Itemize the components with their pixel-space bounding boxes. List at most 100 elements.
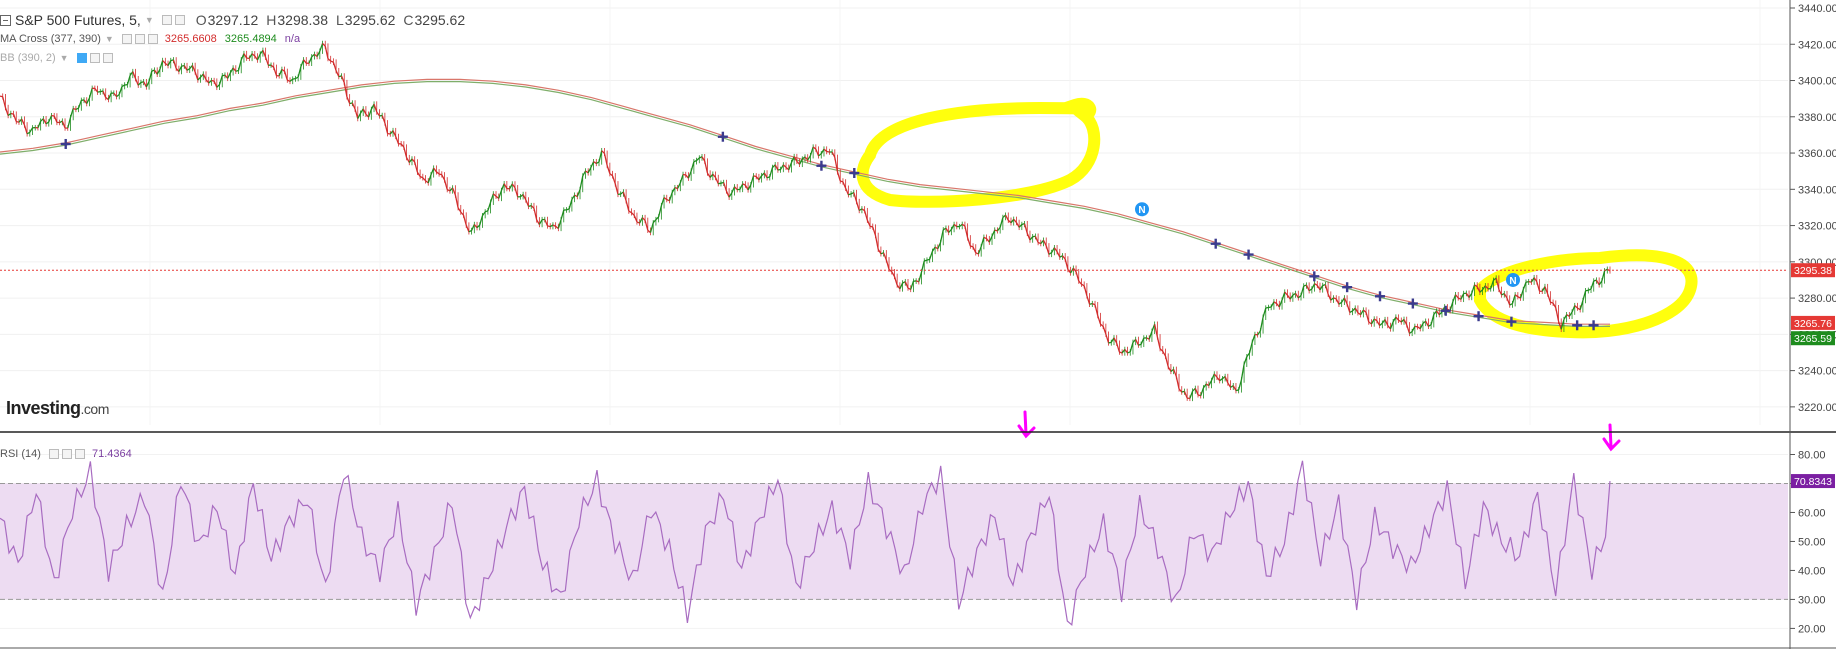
price-segment bbox=[1319, 285, 1324, 291]
price-segment bbox=[181, 64, 185, 67]
price-segment bbox=[1048, 251, 1053, 255]
chevron-down-icon[interactable]: ▼ bbox=[104, 34, 114, 44]
price-segment bbox=[918, 271, 923, 282]
price-segment bbox=[991, 229, 996, 237]
highlight-ellipse bbox=[856, 97, 1101, 208]
price-segment bbox=[948, 229, 952, 233]
price-segment bbox=[162, 60, 166, 64]
price-segment bbox=[1590, 280, 1595, 290]
price-segment bbox=[1281, 291, 1286, 301]
price-segment bbox=[107, 92, 112, 100]
price-segment bbox=[72, 107, 77, 111]
chevron-down-icon[interactable]: ▼ bbox=[144, 15, 154, 25]
price-segment bbox=[1547, 293, 1551, 303]
settings-icon[interactable] bbox=[61, 449, 72, 459]
annotation-arrows bbox=[1017, 410, 1621, 452]
bb-label[interactable]: BB (390, 2) bbox=[0, 52, 56, 64]
settings-icon[interactable] bbox=[174, 15, 185, 25]
price-segment bbox=[525, 199, 530, 207]
price-segment bbox=[942, 227, 947, 231]
price-segment bbox=[1042, 239, 1047, 247]
bb-header: BB (390, 2) ▼ bbox=[0, 50, 116, 66]
price-segment bbox=[763, 172, 768, 179]
price-segment bbox=[668, 192, 673, 201]
visibility-icon[interactable] bbox=[76, 53, 87, 63]
current-price-tag: 3295.38 bbox=[1794, 265, 1832, 277]
ma-fast-tag-bg bbox=[1791, 315, 1835, 330]
price-segment bbox=[1544, 286, 1549, 295]
rsi-label[interactable]: RSI (14) bbox=[0, 448, 41, 460]
price-segment bbox=[1438, 311, 1443, 316]
ma-slow-tag: 3265.59 bbox=[1794, 333, 1832, 345]
price-axis[interactable]: 3220.003240.003260.003280.003300.003320.… bbox=[1790, 3, 1836, 414]
price-segment bbox=[961, 223, 966, 227]
price-segment bbox=[1468, 292, 1473, 298]
visibility-icon[interactable] bbox=[48, 449, 59, 459]
price-series bbox=[0, 40, 1611, 402]
price-segment bbox=[1227, 382, 1232, 388]
price-segment bbox=[1297, 294, 1302, 299]
price-segment bbox=[186, 68, 191, 71]
price-segment bbox=[427, 174, 432, 184]
price-segment bbox=[1029, 236, 1034, 241]
cross-marker bbox=[1342, 282, 1353, 293]
price-segment bbox=[1541, 286, 1546, 292]
close-icon[interactable] bbox=[74, 449, 85, 459]
price-segment bbox=[1037, 241, 1042, 245]
price-segment bbox=[595, 161, 600, 164]
price-segment bbox=[1430, 314, 1435, 325]
price-tick-label: 3400.00 bbox=[1798, 76, 1836, 88]
price-segment bbox=[644, 220, 649, 231]
price-segment bbox=[1455, 294, 1459, 299]
price-segment bbox=[392, 130, 397, 137]
price-segment bbox=[1105, 333, 1110, 344]
price-segment bbox=[183, 65, 188, 71]
cross-marker bbox=[1572, 320, 1583, 331]
price-segment bbox=[920, 260, 925, 273]
price-segment bbox=[351, 102, 356, 110]
price-segment bbox=[1370, 318, 1375, 325]
annotation-arrow bbox=[1602, 423, 1621, 452]
settings-icon[interactable] bbox=[89, 53, 100, 63]
price-segment bbox=[999, 217, 1004, 228]
price-segment bbox=[742, 183, 746, 186]
price-segment bbox=[766, 176, 770, 179]
close-icon[interactable] bbox=[147, 34, 158, 44]
collapse-icon[interactable] bbox=[0, 14, 11, 26]
price-segment bbox=[530, 205, 535, 209]
price-segment bbox=[419, 175, 424, 179]
price-segment bbox=[780, 164, 784, 170]
price-segment bbox=[924, 259, 928, 262]
price-segment bbox=[316, 50, 321, 57]
visibility-icon[interactable] bbox=[161, 15, 172, 25]
price-segment bbox=[121, 84, 126, 88]
price-segment bbox=[804, 156, 809, 161]
price-segment bbox=[69, 108, 74, 118]
price-segment bbox=[1208, 380, 1213, 386]
rsi-band bbox=[0, 483, 1788, 600]
price-segment bbox=[687, 170, 692, 179]
price-segment bbox=[818, 153, 822, 157]
price-segment bbox=[1124, 349, 1129, 354]
symbol-label[interactable]: S&P 500 Futures, 5, bbox=[15, 12, 141, 28]
price-segment bbox=[153, 69, 158, 75]
price-tick-label: 3320.00 bbox=[1798, 221, 1836, 233]
chevron-down-icon[interactable]: ▼ bbox=[59, 53, 69, 63]
price-segment bbox=[1216, 376, 1221, 382]
price-segment bbox=[23, 124, 28, 134]
price-segment bbox=[899, 282, 904, 290]
price-segment bbox=[714, 177, 719, 184]
price-segment bbox=[1379, 322, 1383, 327]
price-segment bbox=[701, 156, 706, 162]
price-segment bbox=[1121, 349, 1126, 354]
settings-icon[interactable] bbox=[134, 34, 145, 44]
price-segment bbox=[896, 284, 901, 290]
visibility-icon[interactable] bbox=[121, 34, 132, 44]
close-icon[interactable] bbox=[102, 53, 113, 63]
price-segment bbox=[151, 69, 155, 72]
ma-cross-label[interactable]: MA Cross (377, 390) bbox=[0, 33, 101, 45]
price-segment bbox=[1536, 281, 1541, 292]
price-segment bbox=[1343, 297, 1348, 305]
price-segment bbox=[227, 72, 231, 79]
